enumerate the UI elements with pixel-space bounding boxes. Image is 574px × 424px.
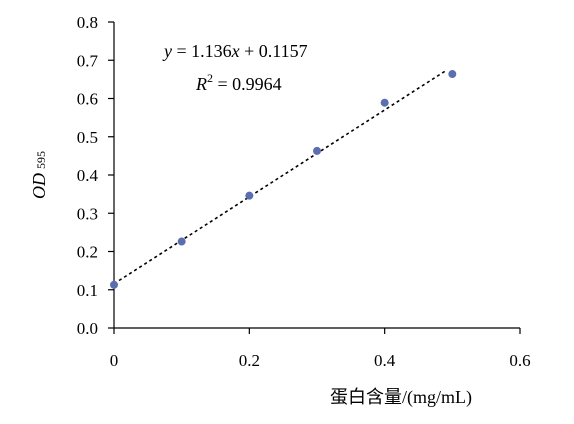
data-point (448, 70, 457, 79)
data-point (313, 146, 321, 155)
data-point (110, 280, 118, 289)
x-axis-title: 蛋白含量/(mg/mL) (330, 387, 472, 408)
r-squared: R2 = 0.9964 (195, 71, 282, 94)
y-tick-label: 0.2 (77, 243, 98, 262)
eq-intercept: + 0.1157 (240, 41, 308, 61)
y-tick-label: 0.1 (77, 281, 98, 300)
y-tick-label: 0.3 (77, 204, 98, 223)
y-title-main: OD (29, 173, 49, 199)
data-point (245, 191, 254, 200)
x-tick-label: 0.6 (509, 351, 530, 370)
data-point (380, 98, 389, 107)
x-tick-label: 0 (110, 351, 119, 370)
regression-equation: y = 1.136x + 0.1157 (162, 41, 308, 61)
r2-sup: 2 (207, 71, 213, 85)
eq-y: y (162, 41, 172, 61)
eq-slope: = 1.136 (172, 41, 232, 61)
y-tick-label: 0.7 (77, 51, 99, 70)
x-tick-label: 0.4 (374, 351, 396, 370)
x-tick-label: 0.2 (239, 351, 260, 370)
y-axis-title: OD 595 (29, 151, 49, 199)
y-tick-label: 0.0 (77, 319, 98, 338)
r2-value: = 0.9964 (213, 74, 282, 94)
r2-r: R (195, 74, 207, 94)
y-tick-label: 0.5 (77, 128, 98, 147)
y-tick-label: 0.6 (77, 90, 98, 109)
y-title-sub: 595 (34, 151, 48, 169)
y-tick-label: 0.4 (77, 166, 99, 185)
data-point (177, 237, 186, 246)
eq-x: x (231, 41, 240, 61)
y-tick-label: 0.8 (77, 13, 98, 32)
trendline (113, 70, 446, 285)
